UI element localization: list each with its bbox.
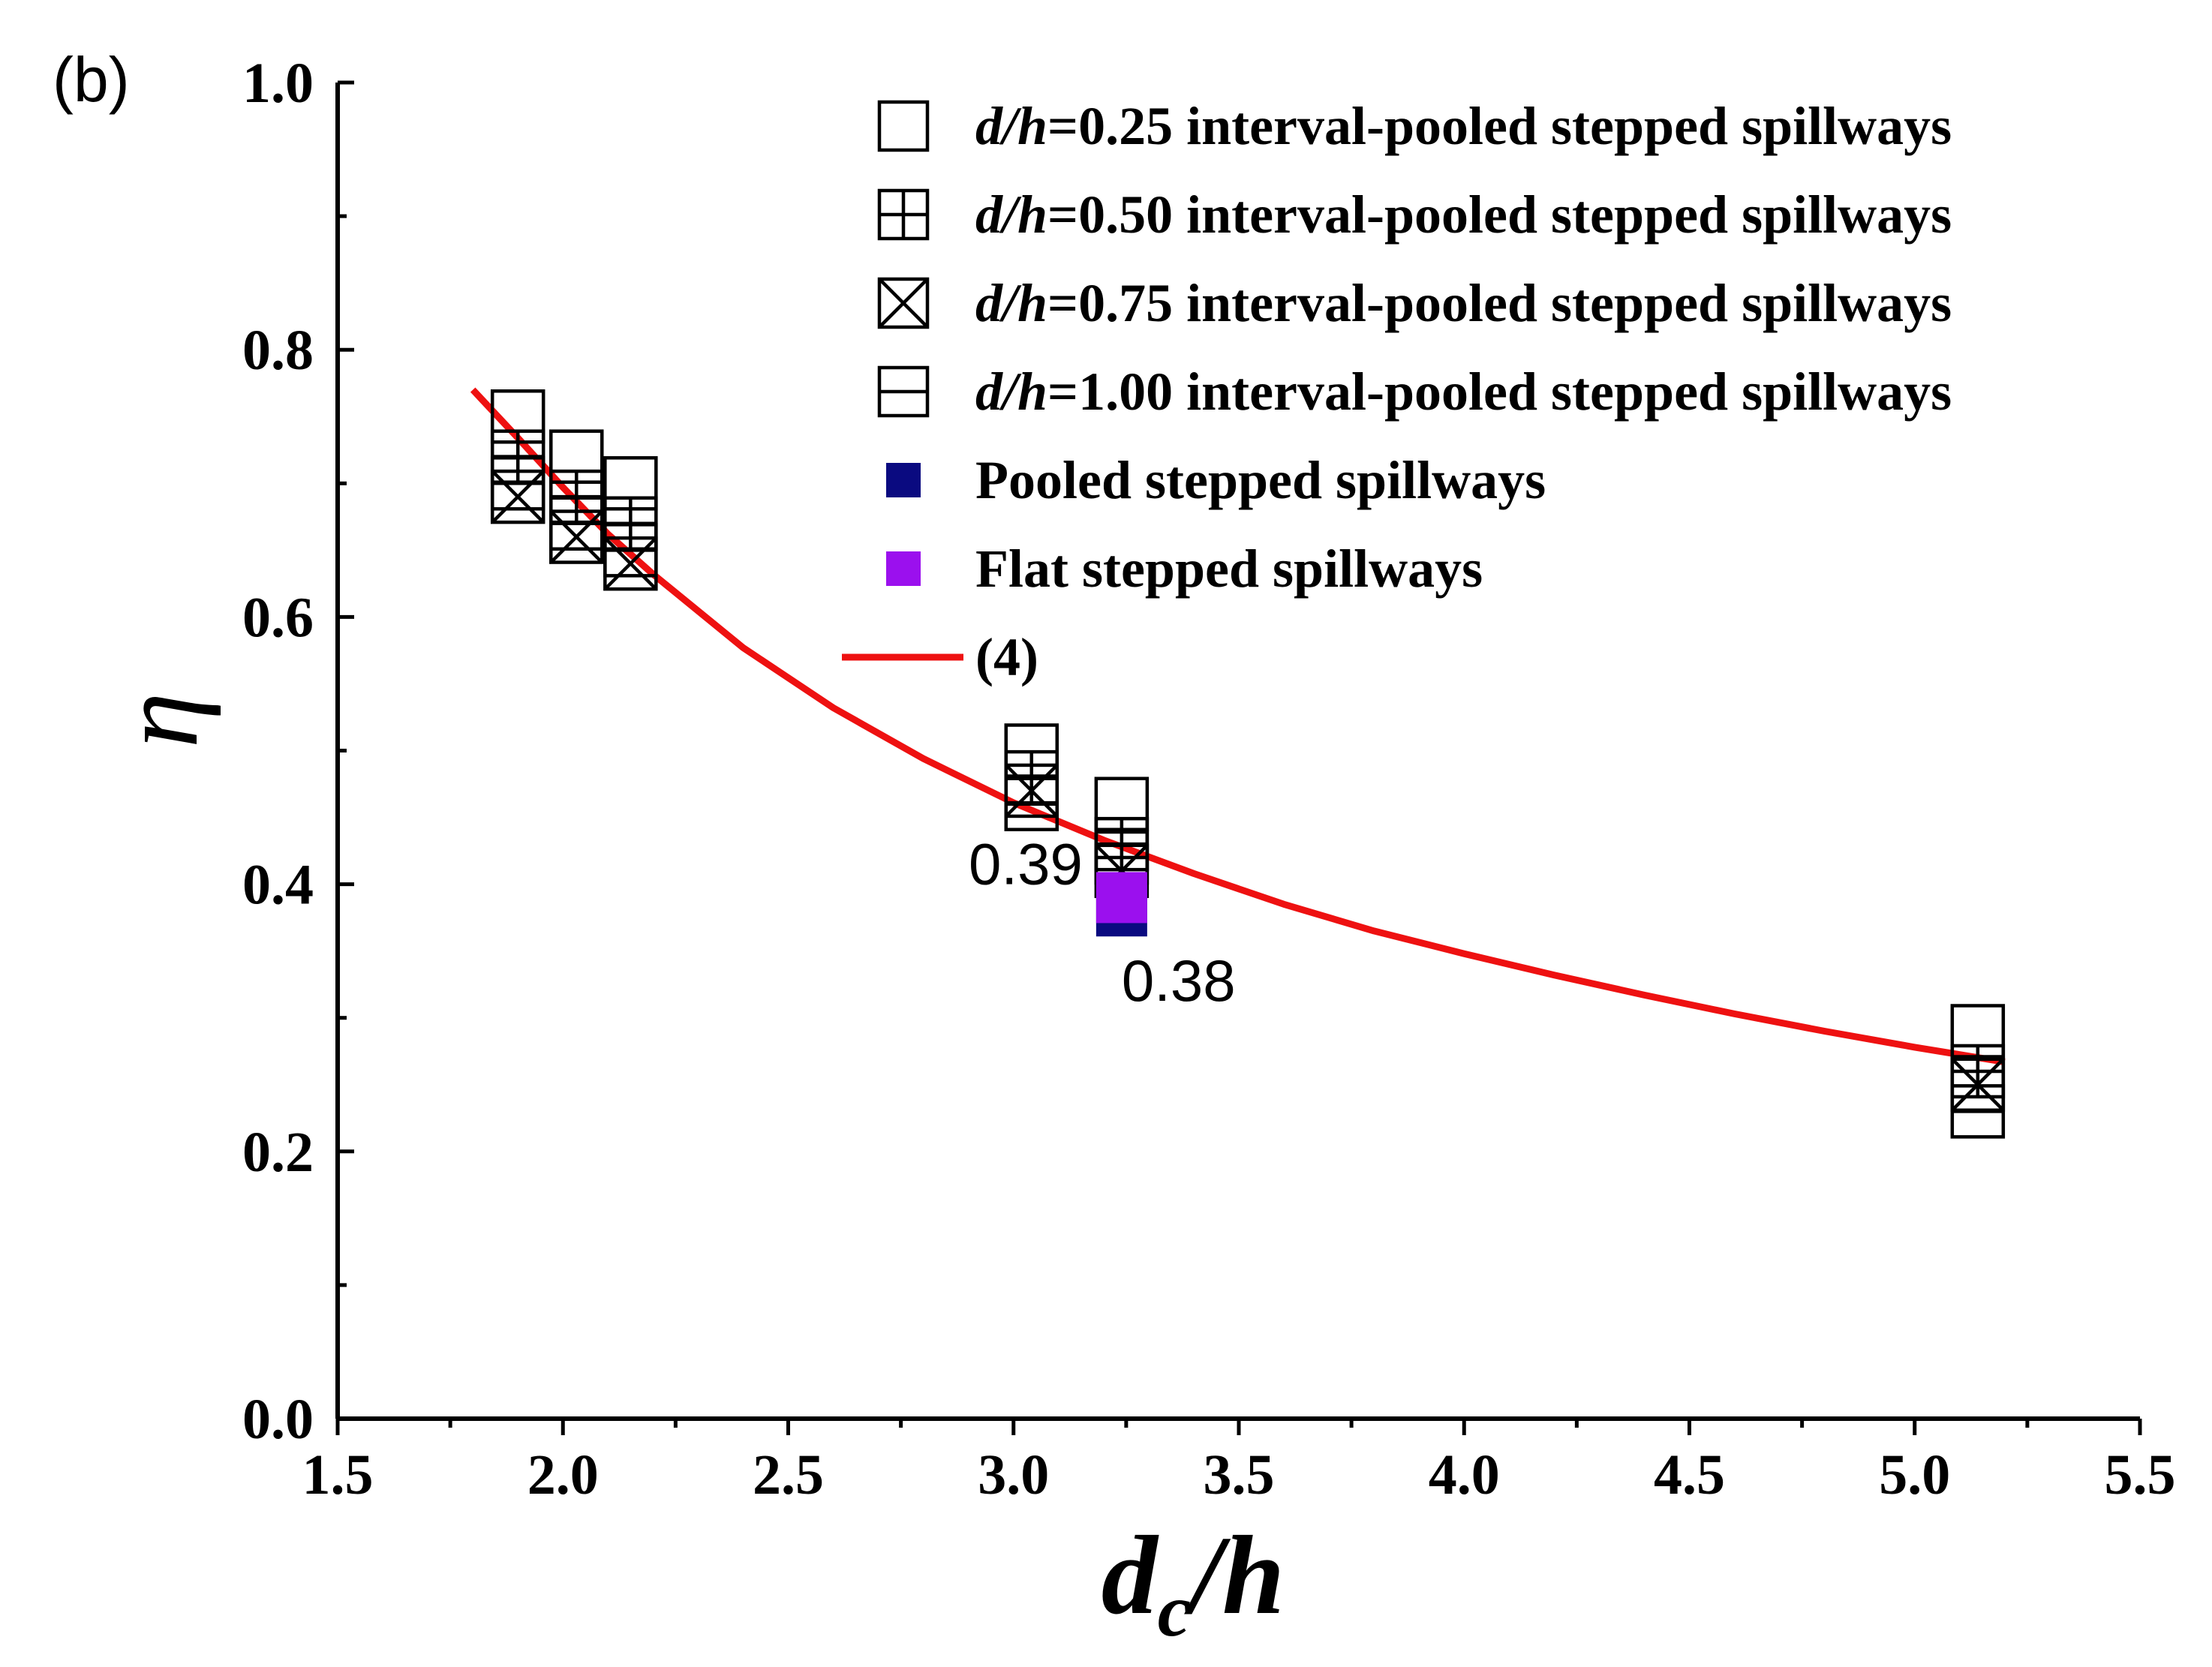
legend: d/h=0.25 interval-pooled stepped spillwa…	[842, 96, 1952, 687]
x-axis-tick-labels: 1.5 2.0 2.5 3.0 3.5 4.0 4.5 5.0 5.5	[302, 1443, 2176, 1506]
legend-swatch	[886, 551, 921, 586]
panel-label: (b)	[53, 44, 130, 115]
y-tick-label: 0.6	[242, 586, 314, 649]
y-axis-ticks	[338, 80, 354, 1421]
legend-label: d/h=0.25 interval-pooled stepped spillwa…	[975, 96, 1952, 156]
legend-label-rest: =1.00 interval-pooled stepped spillways	[1047, 362, 1952, 422]
legend-entry: d/h=0.75 interval-pooled stepped spillwa…	[877, 273, 1952, 333]
legend-label-rest: =0.50 interval-pooled stepped spillways	[1047, 185, 1952, 245]
legend-label-rest: =0.75 interval-pooled stepped spillways	[1047, 273, 1952, 333]
series-5	[1095, 872, 1147, 924]
marker-square	[886, 551, 921, 586]
legend-entry: Pooled stepped spillways	[886, 450, 1546, 510]
marker-diag	[1005, 764, 1059, 818]
y-axis-label: η	[97, 692, 221, 748]
legend-entry: d/h=0.50 interval-pooled stepped spillwa…	[877, 185, 1952, 245]
legend-entry: d/h=1.00 interval-pooled stepped spillwa…	[877, 362, 1952, 422]
legend-label: d/h=1.00 interval-pooled stepped spillwa…	[975, 362, 1952, 422]
y-tick-label: 0.2	[242, 1121, 314, 1184]
legend-label-rest: =0.25 interval-pooled stepped spillways	[1047, 96, 1952, 156]
series-3	[490, 456, 2006, 1139]
legend-label: d/h=0.50 interval-pooled stepped spillwa…	[975, 185, 1952, 245]
x-tick-label: 4.0	[1429, 1443, 1500, 1506]
annotation-label: 0.38	[1122, 948, 1236, 1014]
marker-square	[886, 463, 921, 497]
legend-label: Pooled stepped spillways	[975, 450, 1546, 510]
x-tick-label: 2.0	[527, 1443, 599, 1506]
y-axis-tick-labels: 0.0 0.2 0.4 0.6 0.8 1.0	[242, 52, 314, 1451]
legend-label: d/h=0.75 interval-pooled stepped spillwa…	[975, 273, 1952, 333]
legend-entry: Flat stepped spillways	[886, 539, 1483, 599]
x-tick-label: 5.0	[1879, 1443, 1950, 1506]
data-annotations: 0.39 0.38	[969, 830, 1236, 1014]
data-markers	[490, 389, 2006, 1139]
marker-square	[877, 100, 930, 152]
x-axis-label: dc/h	[1101, 1513, 1285, 1652]
legend-label: (4)	[975, 627, 1038, 687]
legend-label-italic: d/h	[975, 362, 1047, 422]
data-point	[1095, 872, 1147, 924]
x-tick-label: 3.0	[978, 1443, 1049, 1506]
legend-swatch	[877, 188, 930, 241]
legend-entry: (4)	[842, 627, 1038, 687]
legend-label: Flat stepped spillways	[975, 539, 1483, 599]
data-point	[603, 523, 658, 578]
marker-square	[1095, 872, 1147, 924]
x-tick-label: 5.5	[2105, 1443, 2176, 1506]
data-point	[1004, 776, 1059, 831]
annotation-label: 0.39	[969, 830, 1083, 897]
marker-square	[877, 277, 930, 329]
data-point	[549, 496, 604, 551]
legend-label-italic: d/h	[975, 185, 1047, 245]
y-tick-label: 1.0	[242, 52, 314, 115]
series-1	[490, 429, 2006, 1099]
data-point	[1950, 1084, 2006, 1139]
x-axis-ticks	[335, 1419, 2142, 1435]
y-tick-label: 0.4	[242, 854, 314, 917]
legend-label-italic: d/h	[975, 273, 1047, 333]
x-tick-label: 3.5	[1204, 1443, 1275, 1506]
legend-label-italic: d/h	[975, 96, 1047, 156]
legend-swatch	[877, 100, 930, 152]
marker-diag	[878, 278, 929, 329]
data-point	[490, 456, 545, 511]
legend-swatch	[877, 365, 930, 418]
x-tick-label: 4.5	[1654, 1443, 1725, 1506]
legend-swatch	[886, 463, 921, 497]
x-tick-label: 1.5	[302, 1443, 374, 1506]
legend-swatch	[877, 277, 930, 329]
y-tick-label: 0.0	[242, 1388, 314, 1451]
legend-entry: d/h=0.25 interval-pooled stepped spillwa…	[877, 96, 1952, 156]
marker-diag	[491, 470, 545, 524]
marker-diag	[603, 536, 657, 590]
y-tick-label: 0.8	[242, 319, 314, 382]
marker-diag	[549, 509, 603, 564]
x-tick-label: 2.5	[753, 1443, 824, 1506]
